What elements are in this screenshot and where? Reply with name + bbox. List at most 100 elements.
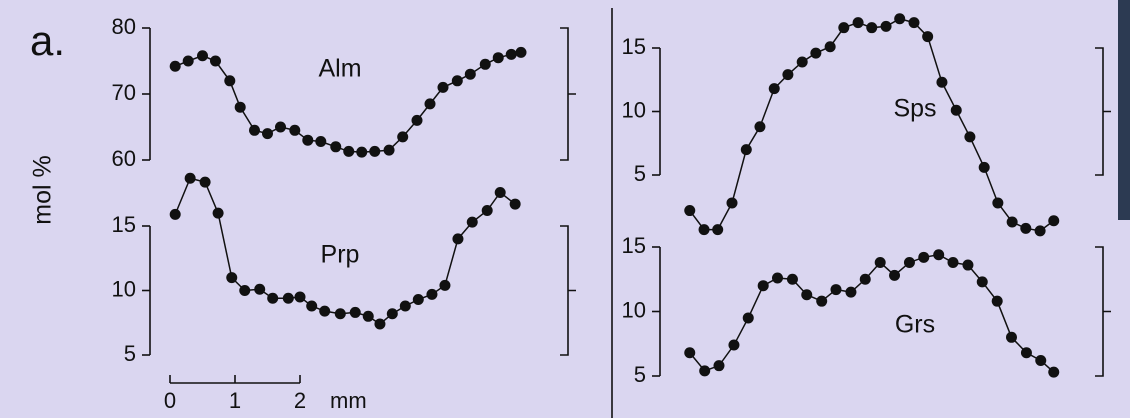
data-point xyxy=(424,98,436,110)
data-point xyxy=(894,13,906,25)
data-point xyxy=(439,279,451,291)
data-point xyxy=(684,205,696,217)
bracket xyxy=(560,27,576,161)
data-point xyxy=(866,22,878,34)
data-point xyxy=(505,48,517,60)
data-point xyxy=(918,251,930,263)
data-point xyxy=(369,145,381,157)
data-point xyxy=(978,161,990,173)
data-point xyxy=(169,208,181,220)
data-point xyxy=(481,205,493,217)
data-point xyxy=(302,134,314,146)
data-point xyxy=(492,52,504,64)
data-point xyxy=(397,131,409,143)
data-point xyxy=(362,310,374,322)
y-axis-label: mol % xyxy=(29,155,57,224)
data-point xyxy=(212,207,224,219)
data-point xyxy=(426,288,438,300)
data-point xyxy=(374,318,386,330)
data-point xyxy=(1034,225,1046,237)
data-point xyxy=(889,269,900,281)
bracket xyxy=(1095,246,1111,377)
y-tick-label: 10 xyxy=(112,276,136,301)
image-strip xyxy=(1118,0,1130,220)
data-point xyxy=(782,69,794,81)
panel-title: Grs xyxy=(895,311,935,339)
data-point xyxy=(509,198,521,210)
data-point xyxy=(933,249,945,261)
data-point xyxy=(991,295,1003,307)
data-point xyxy=(466,216,478,228)
data-point xyxy=(859,273,871,285)
x-tick-label: 1 xyxy=(229,388,241,413)
data-point xyxy=(796,56,808,68)
data-point xyxy=(1020,222,1032,234)
data-point xyxy=(452,233,464,245)
data-point xyxy=(412,294,424,306)
data-point xyxy=(282,292,294,304)
y-tick-label: 10 xyxy=(622,97,646,122)
data-point xyxy=(197,50,208,62)
data-point xyxy=(845,286,857,298)
data-point xyxy=(451,75,463,87)
bracket xyxy=(560,225,576,356)
data-point xyxy=(684,347,696,359)
data-point xyxy=(903,256,915,268)
y-tick-label: 60 xyxy=(112,146,136,171)
data-point xyxy=(976,276,988,288)
data-point xyxy=(880,20,892,32)
y-tick-label: 70 xyxy=(112,80,136,105)
data-point xyxy=(726,197,738,209)
data-point xyxy=(330,141,342,153)
data-point xyxy=(824,41,836,53)
y-tick-label: 80 xyxy=(112,14,136,39)
data-point xyxy=(234,101,246,113)
data-point xyxy=(169,60,181,72)
data-point xyxy=(1048,366,1060,378)
data-point xyxy=(772,272,783,284)
data-point xyxy=(275,121,286,133)
data-point xyxy=(964,131,976,143)
data-point xyxy=(479,58,491,70)
data-point xyxy=(199,176,211,188)
data-point xyxy=(852,17,864,29)
data-point xyxy=(810,47,822,59)
data-point xyxy=(306,300,318,312)
panel-title: Sps xyxy=(893,95,936,123)
data-point xyxy=(226,272,238,284)
data-point xyxy=(249,124,260,136)
data-point xyxy=(728,339,740,351)
data-point xyxy=(742,312,754,324)
data-point xyxy=(343,145,355,157)
data-point xyxy=(334,308,346,320)
y-tick-label: 15 xyxy=(622,34,646,59)
data-point xyxy=(908,17,920,29)
bracket xyxy=(1095,47,1111,176)
data-point xyxy=(289,124,301,136)
data-point xyxy=(801,289,813,301)
data-point xyxy=(319,305,331,317)
data-point xyxy=(315,136,327,148)
data-point xyxy=(992,197,1004,209)
data-point xyxy=(210,55,221,67)
data-point xyxy=(698,224,710,236)
data-point xyxy=(386,308,398,320)
x-tick-label: 2 xyxy=(294,388,306,413)
panel-title: Prp xyxy=(321,241,360,269)
data-point xyxy=(947,256,959,268)
data-point xyxy=(239,285,251,296)
data-point xyxy=(713,360,725,372)
data-point xyxy=(254,283,266,295)
data-point xyxy=(262,128,273,140)
data-point xyxy=(754,121,766,133)
y-tick-label: 10 xyxy=(622,297,646,322)
data-point xyxy=(356,146,368,158)
data-point xyxy=(267,292,279,304)
data-point xyxy=(757,280,769,292)
data-point xyxy=(950,104,962,116)
x-tick-label: 0 xyxy=(164,388,176,413)
data-point xyxy=(936,76,948,88)
data-point xyxy=(494,186,506,198)
